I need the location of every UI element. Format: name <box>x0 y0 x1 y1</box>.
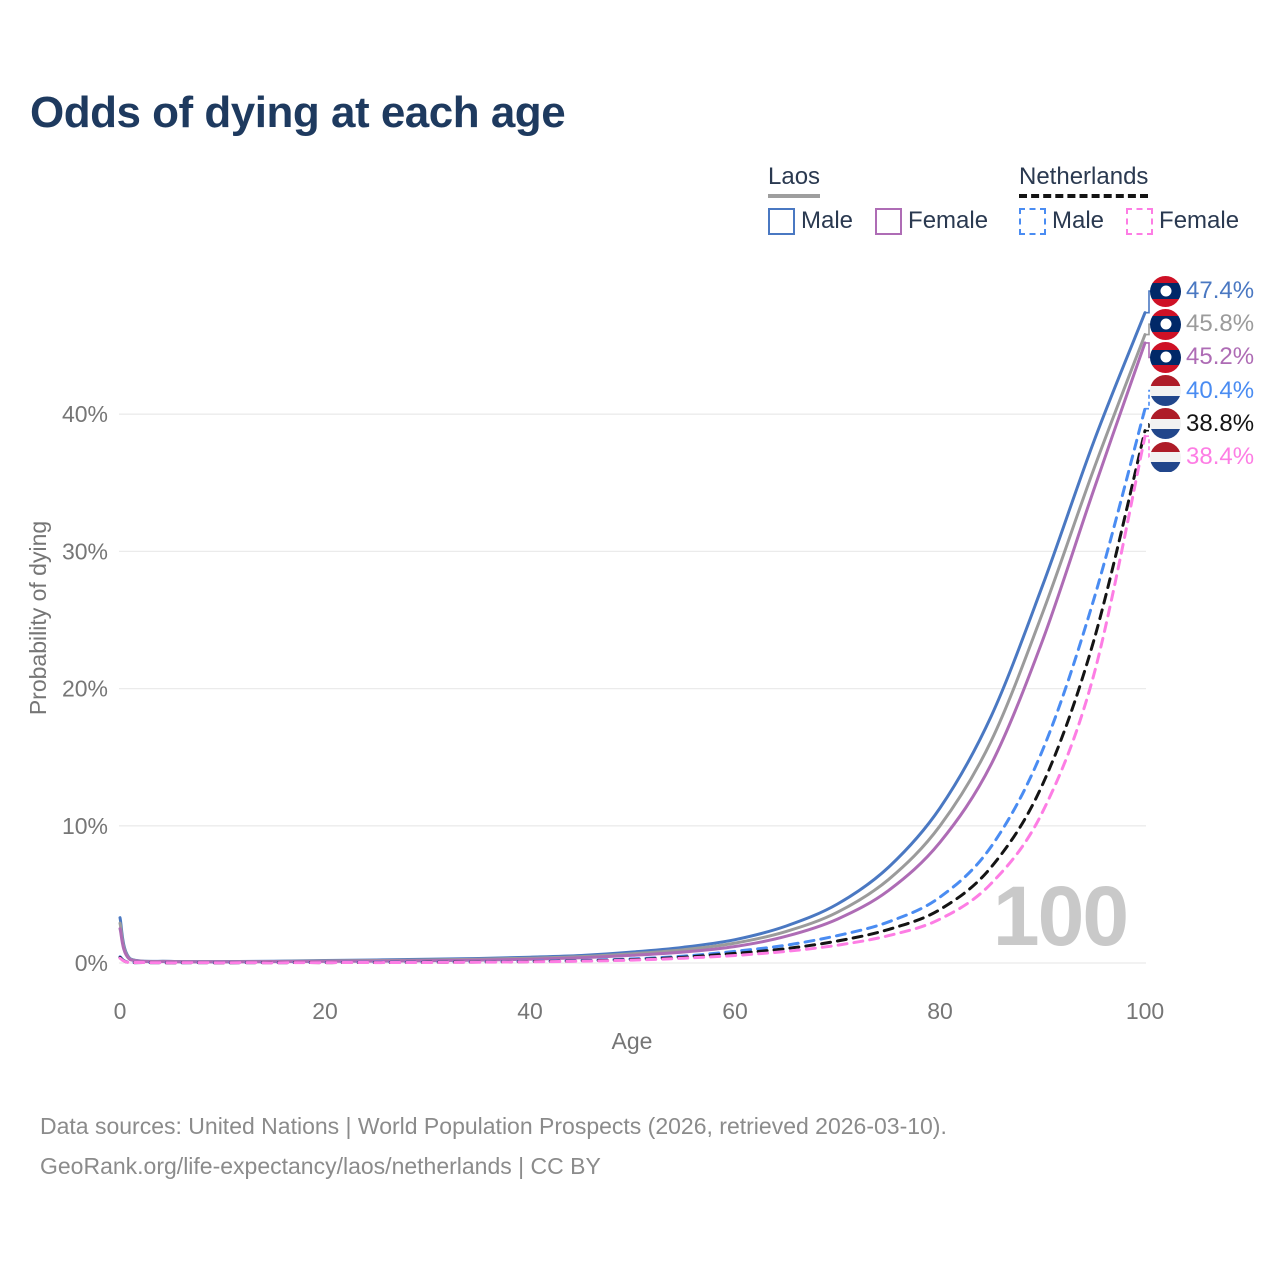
netherlands-male-swatch-icon <box>1019 207 1046 235</box>
end-label-value: 38.8% <box>1186 409 1255 437</box>
end-label-laos-male: 47.4% <box>1150 275 1254 308</box>
flag-band <box>1150 418 1181 430</box>
legend-item-netherlands-male[interactable]: Male <box>1019 207 1104 235</box>
x-tick-label: 60 <box>722 998 748 1024</box>
x-tick-label: 20 <box>312 998 338 1024</box>
flag-disc <box>1160 285 1171 297</box>
legend-country-netherlands[interactable]: Netherlands <box>1019 163 1149 198</box>
flag-band <box>1150 462 1181 473</box>
flag-disc <box>1160 318 1171 330</box>
flag-band <box>1150 308 1181 317</box>
end-label-netherlands-female: 38.4% <box>1150 441 1254 474</box>
end-label-netherlands-male: 40.4% <box>1150 374 1254 407</box>
flag-band <box>1150 341 1181 350</box>
end-label-value: 45.8% <box>1186 310 1255 338</box>
end-label-netherlands-both-sexes: 38.8% <box>1150 407 1254 440</box>
flag-band <box>1150 375 1181 386</box>
x-tick-label: 40 <box>517 998 543 1024</box>
y-tick-label: 30% <box>62 538 108 564</box>
flag-band <box>1150 395 1181 407</box>
netherlands-female-swatch-icon <box>1126 207 1154 235</box>
data-sources-line: Data sources: United Nations | World Pop… <box>40 1113 947 1139</box>
flag-band <box>1150 408 1181 419</box>
legend-group-netherlands: Netherlands Male Female <box>1019 163 1261 235</box>
legend-label: Female <box>1159 207 1240 234</box>
flag-band <box>1150 365 1181 373</box>
chart-title: Odds of dying at each age <box>30 88 566 137</box>
end-label-value: 47.4% <box>1186 277 1255 304</box>
flag-band <box>1150 275 1181 284</box>
flag-band <box>1150 429 1181 440</box>
flag-band <box>1150 452 1181 463</box>
legend-label: Female <box>908 207 989 234</box>
end-label-connector <box>1145 423 1152 432</box>
end-label-laos-female: 45.2% <box>1150 341 1254 374</box>
laos-flag-icon <box>1150 275 1181 307</box>
legend-item-laos-female[interactable]: Female <box>875 207 988 235</box>
y-axis-title: Probability of dying <box>25 521 51 715</box>
flag-band <box>1150 385 1181 396</box>
attribution-line: GeoRank.org/life-expectancy/laos/netherl… <box>40 1153 601 1179</box>
netherlands-flag-icon <box>1150 441 1181 473</box>
series-line-netherlands-female <box>118 434 1147 965</box>
x-tick-label: 100 <box>1126 998 1164 1024</box>
legend-group-laos: Laos Male Female <box>768 163 1010 235</box>
end-label-value: 38.4% <box>1186 443 1255 470</box>
end-label-value: 40.4% <box>1186 376 1255 404</box>
laos-female-swatch-icon <box>875 207 903 235</box>
legend-item-laos-male[interactable]: Male <box>768 207 853 235</box>
end-label-value: 45.2% <box>1186 343 1255 371</box>
legend-label: Male <box>1052 207 1105 234</box>
flag-band <box>1150 331 1181 340</box>
end-label-connector <box>1145 435 1152 458</box>
hover-age-watermark: 100 <box>992 869 1129 963</box>
y-tick-label: 0% <box>75 950 108 976</box>
x-axis-title: Age <box>612 1028 653 1054</box>
y-tick-label: 20% <box>62 676 108 702</box>
end-label-laos-both-sexes: 45.8% <box>1150 308 1254 341</box>
flag-band <box>1150 298 1181 307</box>
flag-disc <box>1160 351 1171 363</box>
legend-country-laos[interactable]: Laos <box>768 163 821 198</box>
series-line-laos-male <box>118 311 1147 964</box>
laos-male-swatch-icon <box>768 207 795 235</box>
flag-band <box>1150 441 1181 453</box>
y-tick-label: 40% <box>62 401 108 427</box>
legend-label: Male <box>801 207 854 234</box>
footer: Data sources: United Nations | World Pop… <box>40 1106 947 1186</box>
netherlands-flag-icon <box>1150 375 1181 407</box>
netherlands-flag-icon <box>1150 408 1181 440</box>
x-tick-label: 80 <box>927 998 953 1024</box>
laos-flag-icon <box>1150 308 1181 340</box>
x-tick-label: 0 <box>114 998 127 1024</box>
y-tick-label: 10% <box>62 813 108 839</box>
legend-item-netherlands-female[interactable]: Female <box>1126 207 1239 235</box>
laos-flag-icon <box>1150 341 1181 373</box>
